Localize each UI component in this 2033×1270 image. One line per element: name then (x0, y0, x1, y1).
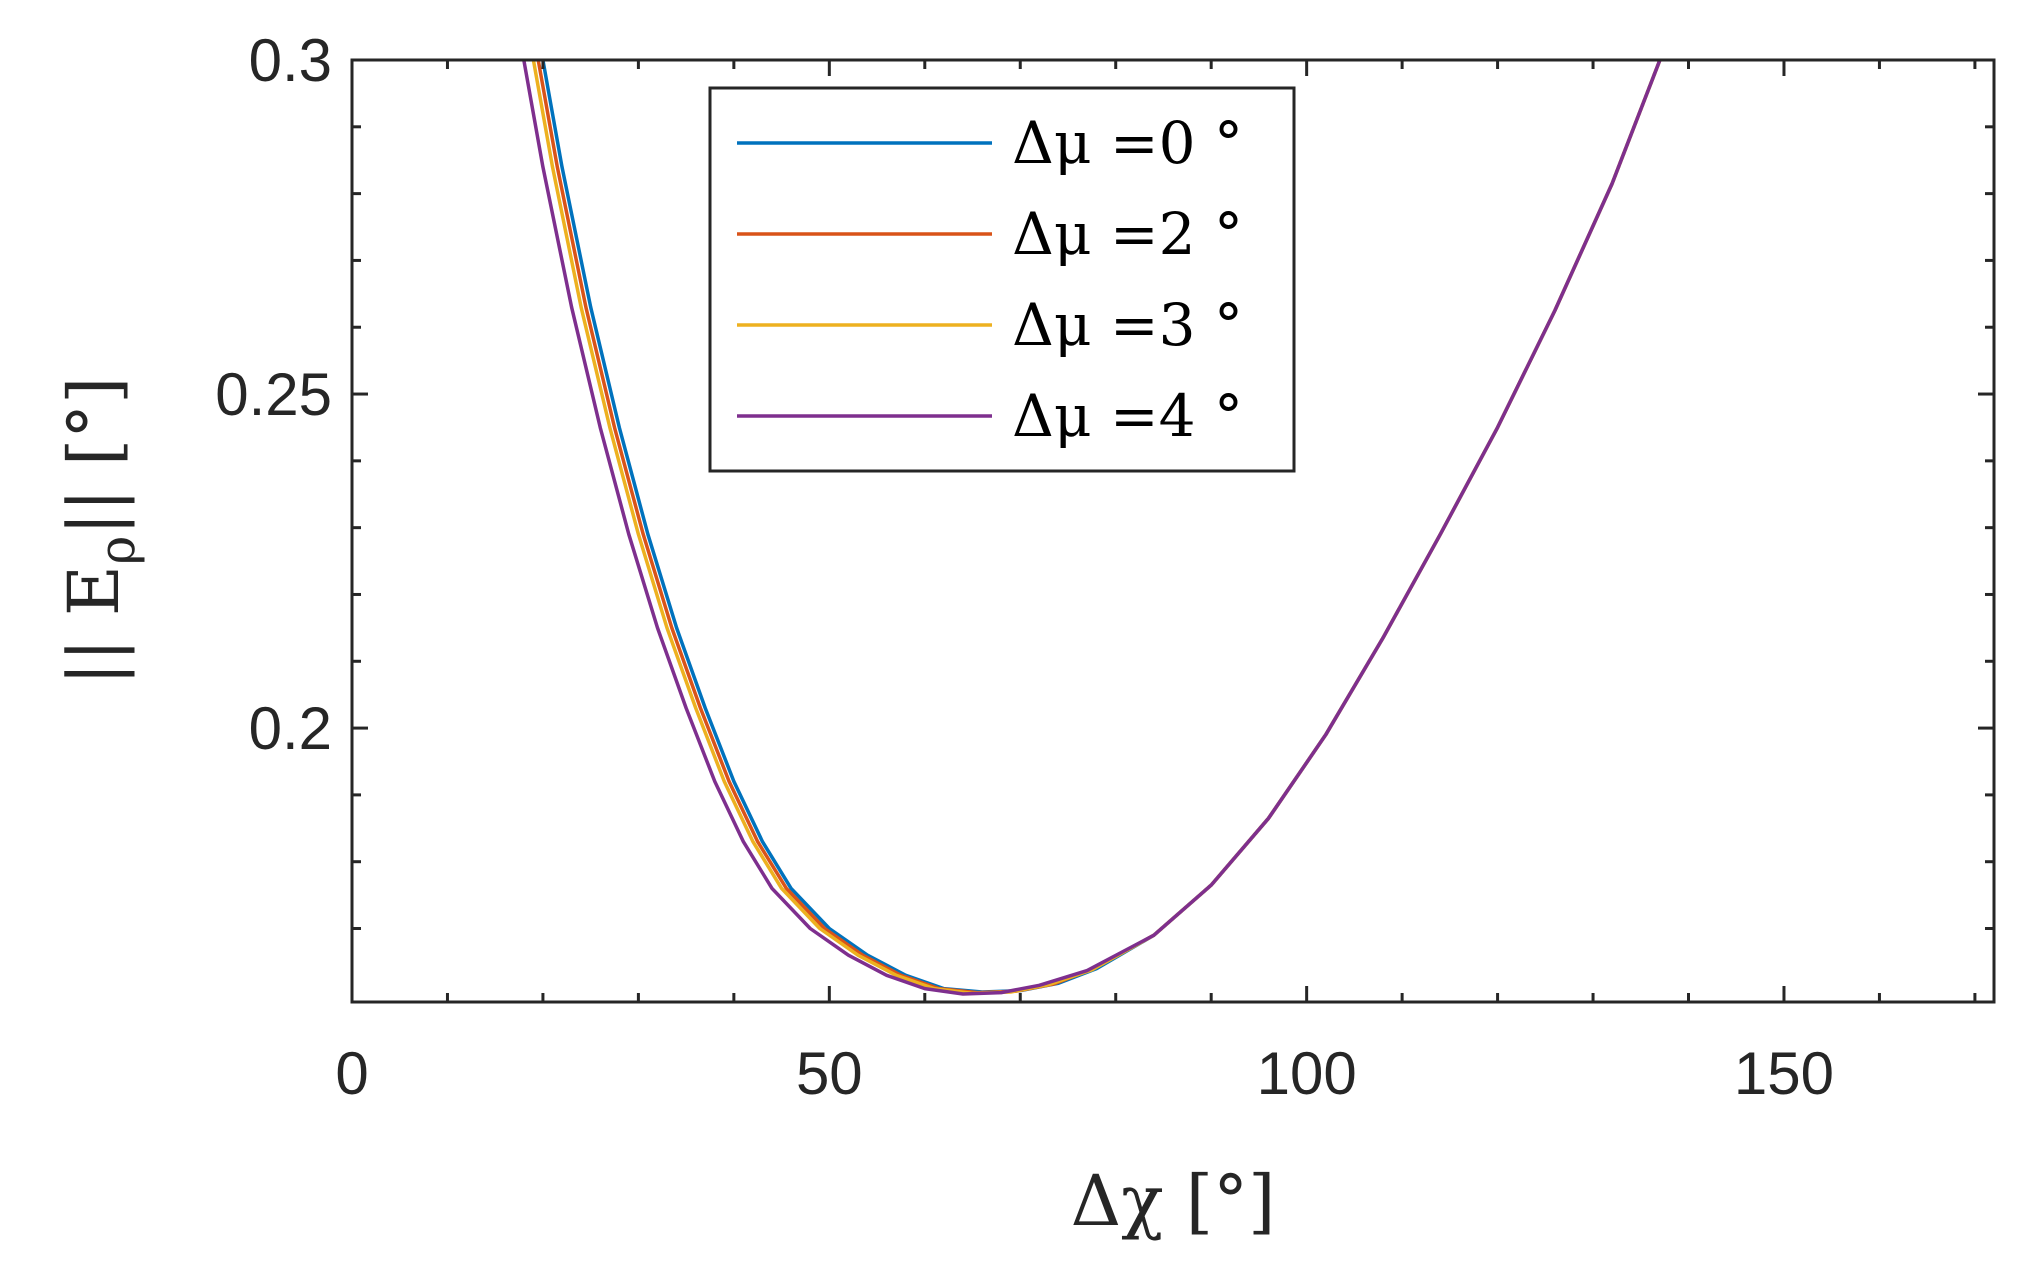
legend-label-3: Δμ =4 ° (1012, 382, 1243, 450)
series-line-3 (522, 60, 1662, 996)
y-axis-label-text: || Eρ|| [°] (53, 377, 146, 686)
x-axis-label: Δχ [°] (1071, 1160, 1276, 1242)
x-tick-label: 0 (335, 1040, 368, 1107)
legend-label-1: Δμ =2 ° (1012, 200, 1243, 268)
y-axis-label-main: || E (53, 565, 135, 686)
legend-box (708, 86, 1296, 473)
series-layer (522, 60, 1662, 996)
axes-box (350, 58, 1996, 1004)
y-axis-label-suffix: || [°] (53, 377, 135, 536)
tick-layer: 0 50 100 150 0.2 0.25 0.3 (215, 27, 1994, 1107)
legend-label-2: Δμ =3 ° (1012, 291, 1243, 359)
y-axis-label-subscript: ρ (88, 536, 146, 565)
x-tick-label: 100 (1257, 1040, 1357, 1107)
x-tick-label: 150 (1734, 1040, 1834, 1107)
y-tick-label: 0.2 (249, 695, 332, 762)
x-tick-label: 50 (796, 1040, 863, 1107)
y-axis-label: || Eρ|| [°] (53, 377, 146, 686)
y-tick-label: 0.3 (249, 27, 332, 94)
legend-label-0: Δμ =0 ° (1012, 109, 1243, 177)
legend: Δμ =0 ° Δμ =2 ° Δμ =3 ° Δμ =4 ° (708, 86, 1296, 473)
y-tick-label: 0.25 (215, 361, 332, 428)
